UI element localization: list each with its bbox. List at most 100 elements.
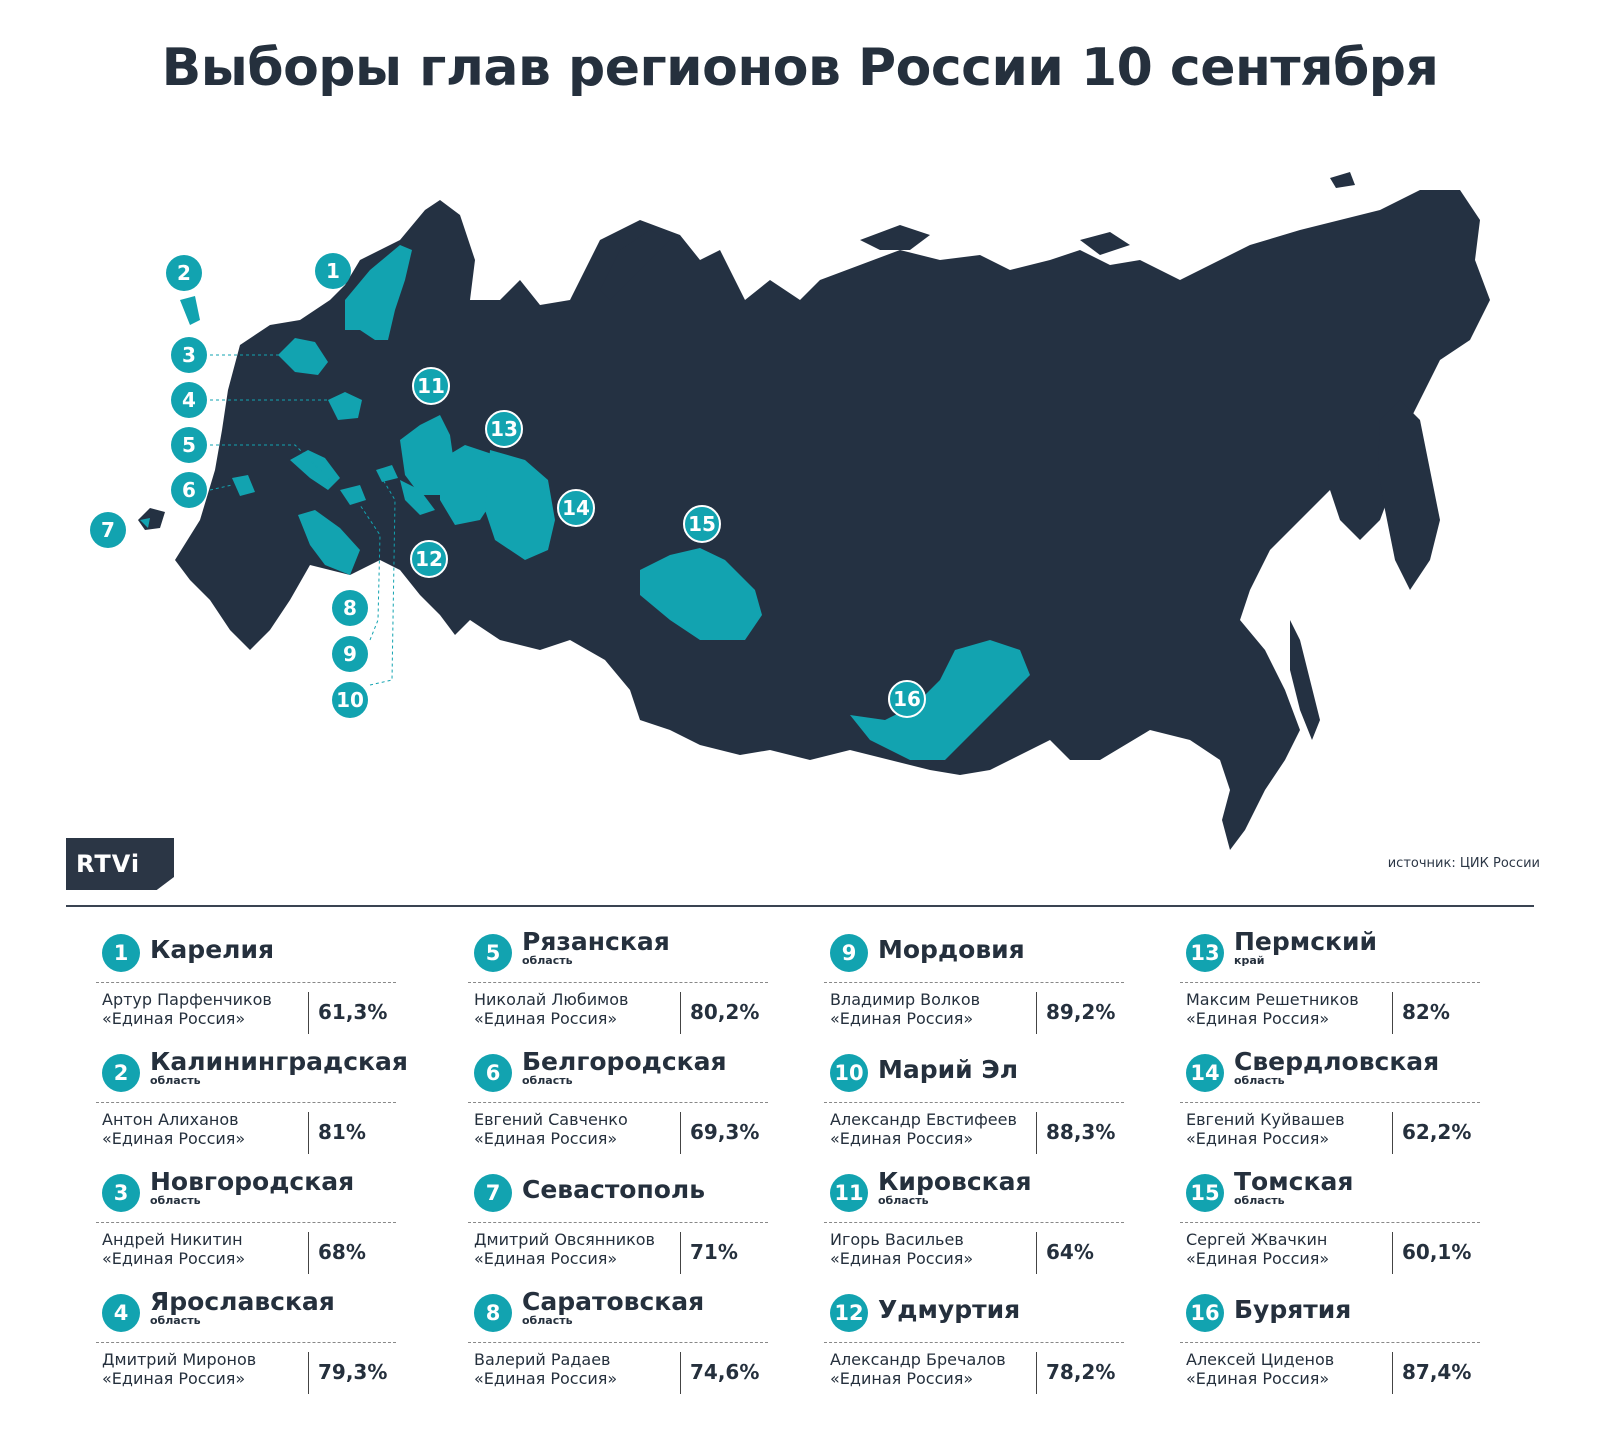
page-title: Выборы глав регионов России 10 сентября [161,38,1439,98]
region-card: 14 Свердловская область Евгений Куйвашев «Ед… [1180,1047,1480,1170]
separator-line [680,992,681,1034]
separator-line [1036,1112,1037,1154]
vote-percentage: 68% [318,1240,366,1264]
region-16-buryatia [850,640,1030,760]
region-header: 9 Мордовия [824,930,1124,976]
region-type: область [522,1314,573,1327]
winner-party: «Единая Россия» [830,1249,974,1268]
separator-line [308,1352,309,1394]
winner-party: «Единая Россия» [1186,1009,1330,1028]
winner-info: Дмитрий Миронов «Единая Россия» [102,1350,256,1388]
dashed-divider [96,1102,396,1103]
separator-line [308,1232,309,1274]
winner-party: «Единая Россия» [102,1129,246,1148]
region-type: край [1234,954,1265,967]
region-name: Удмуртия [878,1295,1021,1324]
region-8-saratov [298,510,360,575]
winner-info: Игорь Васильев «Единая Россия» [830,1230,973,1268]
region-name: Севастополь [522,1175,706,1204]
region-12-udmurtia [400,480,435,515]
region-header: 6 Белгородская область [468,1047,768,1096]
region-6-belgorod [232,475,255,496]
region-number-badge: 11 [830,1174,868,1212]
winner-name: Валерий Радаев [474,1350,611,1369]
winner-name: Андрей Никитин [102,1230,243,1249]
winner-party: «Единая Россия» [102,1369,246,1388]
region-card: 16 Бурятия Алексей Циденов «Единая Россия» 8… [1180,1290,1480,1410]
region-header: 5 Рязанская область [468,927,768,976]
russia-map [138,172,1490,850]
dashed-divider [468,982,768,983]
vote-percentage: 62,2% [1402,1120,1472,1144]
map-marker-7: 7 [90,512,126,548]
novaya-zemlya [600,230,670,300]
separator-line [308,992,309,1034]
winner-party: «Единая Россия» [830,1009,974,1028]
region-type: область [150,1314,201,1327]
separator-line [1392,1352,1393,1394]
region-card: 12 Удмуртия Александр Бречалов «Единая Росс… [824,1290,1124,1410]
dashed-divider [468,1222,768,1223]
region-13-perm [440,445,500,525]
crimea [138,508,165,530]
winner-info: Артур Парфенчиков «Единая Россия» [102,990,272,1028]
winner-info: Алексей Циденов «Единая Россия» [1186,1350,1334,1388]
winner-info: Дмитрий Овсянников «Единая Россия» [474,1230,655,1268]
region-7-sevastopol [140,518,150,528]
winner-info: Николай Любимов «Единая Россия» [474,990,628,1028]
vote-percentage: 78,2% [1046,1360,1116,1384]
map-marker-16: 16 [888,680,926,718]
region-name: Карелия [150,935,275,964]
region-number-badge: 16 [1186,1294,1224,1332]
region-header: 15 Томская область [1180,1167,1480,1216]
region-type: область [150,1194,201,1207]
dashed-divider [96,982,396,983]
region-header: 4 Ярославская область [96,1287,396,1336]
new-siberian-islands [1080,232,1130,255]
region-number-badge: 3 [102,1174,140,1212]
region-header: 2 Калининградская область [96,1047,408,1096]
region-name: Саратовская [522,1287,705,1316]
vote-percentage: 69,3% [690,1120,760,1144]
separator-line [680,1232,681,1274]
winner-info: Максим Решетников «Единая Россия» [1186,990,1359,1028]
winner-info: Сергей Жвачкин «Единая Россия» [1186,1230,1329,1268]
region-name: Томская [1234,1167,1354,1196]
vote-percentage: 89,2% [1046,1000,1116,1024]
region-number-badge: 15 [1186,1174,1224,1212]
winner-name: Александр Евстифеев [830,1110,1017,1129]
map-marker-13: 13 [485,410,523,448]
region-type: область [1234,1074,1285,1087]
region-card: 11 Кировская область Игорь Васильев «Единая … [824,1167,1124,1290]
winner-party: «Единая Россия» [474,1009,618,1028]
region-name: Ярославская [150,1287,335,1316]
region-header: 14 Свердловская область [1180,1047,1480,1096]
region-card: 2 Калининградская область Антон Алиханов «Ед… [96,1047,408,1170]
winner-name: Дмитрий Миронов [102,1350,257,1369]
region-card: 9 Мордовия Владимир Волков «Единая Россия» 8… [824,930,1124,1050]
dashed-divider [824,1342,1124,1343]
region-card: 3 Новгородская область Андрей Никитин «Едина… [96,1167,396,1290]
region-type: область [150,1074,201,1087]
vote-percentage: 82% [1402,1000,1450,1024]
vote-percentage: 87,4% [1402,1360,1472,1384]
region-header: 8 Саратовская область [468,1287,768,1336]
winner-info: Александр Бречалов «Единая Россия» [830,1350,1006,1388]
dashed-divider [1180,1102,1480,1103]
region-2-kaliningrad [180,296,200,325]
region-number-badge: 13 [1186,934,1224,972]
region-card: 4 Ярославская область Дмитрий Миронов «Едина… [96,1287,396,1410]
map-marker-14: 14 [557,489,595,527]
dashed-divider [824,1222,1124,1223]
region-10-mari-el [376,465,398,482]
region-header: 11 Кировская область [824,1167,1124,1216]
vote-percentage: 60,1% [1402,1240,1472,1264]
region-header: 13 Пермский край [1180,927,1480,976]
winner-name: Евгений Савченко [474,1110,628,1129]
region-name: Бурятия [1234,1295,1352,1324]
separator-line [1392,1232,1393,1274]
winner-name: Игорь Васильев [830,1230,964,1249]
divider [66,905,1534,907]
dashed-divider [468,1102,768,1103]
map-marker-6: 6 [171,472,207,508]
